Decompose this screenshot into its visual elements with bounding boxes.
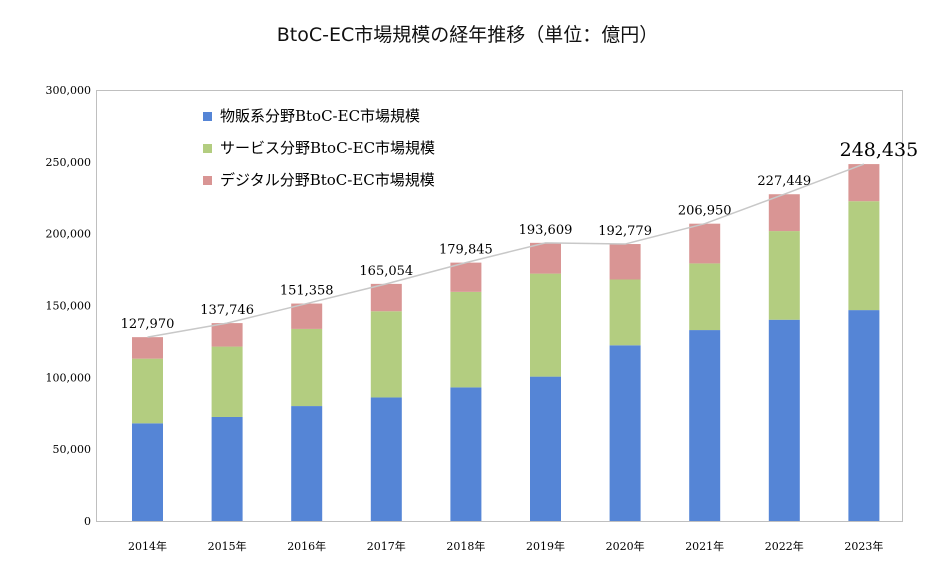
y-tick-label: 250,000: [46, 156, 92, 169]
y-tick-label: 50,000: [53, 443, 92, 456]
bar-segment-digital: [689, 223, 721, 264]
total-data-label: 137,746: [200, 303, 254, 318]
bar-segment-goods: [291, 406, 323, 521]
bar-segment-services: [132, 358, 163, 424]
total-data-label: 192,779: [598, 224, 652, 239]
bar-segment-services: [450, 291, 482, 388]
bar-segment-digital: [530, 242, 561, 274]
total-data-label: 248,435: [840, 139, 919, 161]
bar-segment-goods: [848, 310, 880, 521]
total-data-label: 193,609: [519, 223, 573, 238]
legend-label: デジタル分野BtoC-EC市場規模: [220, 171, 435, 189]
legend-label: サービス分野BtoC-EC市場規模: [220, 139, 435, 157]
bar-segment-services: [530, 273, 561, 377]
legend-swatch: [203, 112, 212, 121]
y-tick-label: 150,000: [46, 300, 92, 313]
bar-segment-goods: [211, 416, 243, 521]
bar-segment-goods: [450, 387, 482, 521]
total-data-label: 165,054: [359, 264, 413, 279]
bar-segment-digital: [211, 323, 243, 347]
bar-segment-digital: [450, 262, 482, 292]
x-tick-label: 2022年: [765, 539, 804, 553]
legend-label: 物販系分野BtoC-EC市場規模: [220, 107, 420, 125]
y-tick-label: 200,000: [46, 228, 92, 241]
x-tick-label: 2020年: [606, 539, 645, 553]
bar-segment-services: [848, 201, 880, 311]
total-data-label: 206,950: [678, 204, 732, 219]
x-tick-label: 2017年: [367, 539, 406, 553]
x-tick-label: 2021年: [685, 539, 724, 553]
bar-segment-goods: [609, 345, 641, 521]
bar-segment-goods: [370, 397, 402, 521]
plot-area-frame: [96, 90, 903, 522]
bar-segment-services: [291, 328, 323, 407]
y-tick-label: 300,000: [46, 84, 92, 97]
bar-segment-digital: [848, 164, 880, 202]
bar-segment-services: [689, 263, 721, 331]
x-tick-label: 2016年: [287, 539, 326, 553]
x-tick-label: 2015年: [208, 539, 247, 553]
total-data-label: 127,970: [121, 317, 175, 332]
bar-segment-digital: [768, 194, 800, 232]
x-tick-label: 2019年: [526, 539, 565, 553]
bar-segment-services: [609, 279, 641, 346]
x-tick-label: 2023年: [844, 539, 883, 553]
total-trend-line: [147, 163, 865, 338]
bar-segment-goods: [689, 330, 721, 521]
y-tick-label: 100,000: [46, 371, 92, 384]
x-tick-label: 2018年: [446, 539, 485, 553]
total-data-label: 227,449: [757, 174, 811, 189]
legend-swatch: [203, 176, 212, 185]
bar-segment-digital: [291, 303, 323, 329]
bar-segment-goods: [768, 319, 800, 521]
bar-segment-services: [370, 311, 402, 398]
total-data-label: 179,845: [439, 243, 493, 258]
legend-swatch: [203, 144, 212, 153]
bar-segment-services: [768, 231, 800, 320]
bar-segment-digital: [132, 337, 163, 359]
bar-segment-digital: [609, 244, 641, 280]
bar-segment-goods: [132, 423, 163, 521]
bar-segment-digital: [370, 283, 402, 312]
bar-segment-services: [211, 346, 243, 417]
x-tick-label: 2014年: [128, 539, 167, 553]
y-tick-label: 0: [84, 515, 91, 528]
chart-title: BtoC-EC市場規模の経年推移（単位：億円）: [276, 24, 659, 46]
total-data-label: 151,358: [280, 284, 334, 299]
bar-segment-goods: [530, 376, 561, 521]
